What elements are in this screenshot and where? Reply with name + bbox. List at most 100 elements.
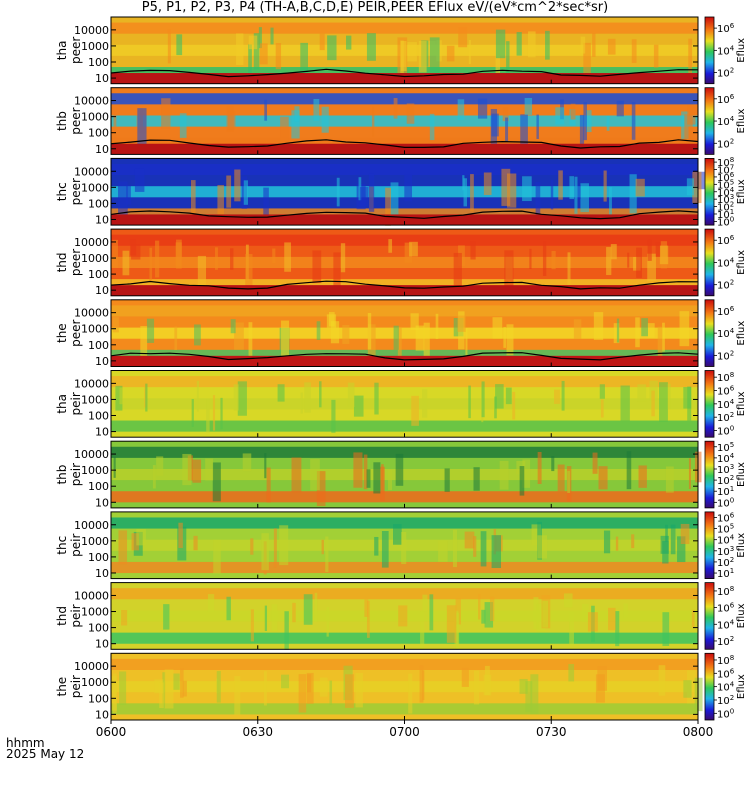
panel-the-peer-flux-streak xyxy=(435,313,439,339)
panel-thc-peer-flux-streak xyxy=(558,170,563,200)
panel-thc-peer-flux-streak xyxy=(635,178,645,197)
panel-tha-peir-flux-streak xyxy=(331,399,336,433)
panel-the-peer-cbtick-label: 106 xyxy=(717,305,735,318)
panel-thc-peir-flux-streak xyxy=(537,535,548,559)
panel-tha-peir-flux-streak xyxy=(481,381,485,418)
panel-thd-peir-cbtick-label: 104 xyxy=(717,618,735,631)
panel-thc-peir-ytick-label: 1000 xyxy=(81,535,109,548)
panel-thd-peer-flux-streak xyxy=(453,252,462,291)
panel-thc-peer-ytick-label: 1000 xyxy=(81,181,109,194)
panel-thc-peir-flux-streak xyxy=(531,524,542,546)
panel-thb-peer-energy-band xyxy=(111,93,698,105)
xaxis-tick-label: 0700 xyxy=(389,725,420,739)
panel-thb-peer-ytick-label: 10 xyxy=(95,143,109,156)
panel-thb-peir-cbtick-label: 104 xyxy=(717,452,735,465)
panel-tha-peir-ylabel-species: peir xyxy=(69,392,83,415)
panel-thd-peir-flux-streak xyxy=(303,594,313,625)
panel-thb-peer-flux-streak xyxy=(294,106,300,122)
panel-thb-peer-energy-band xyxy=(111,137,698,149)
panel-thb-peir-flux-streak xyxy=(192,459,202,483)
panel-thc-peer-flux-streak xyxy=(404,174,413,202)
panel-tha-peir-flux-streak xyxy=(637,384,647,402)
panel-thb-peer-flux-streak xyxy=(371,106,375,137)
panel-tha-peir-flux-streak xyxy=(422,389,428,418)
panel-thd-peir-flux-streak xyxy=(422,594,428,612)
panel-tha-peir-ylabel-probe: tha xyxy=(55,394,69,414)
panel-thd-peer-colorbar-label: Eflux xyxy=(736,250,747,275)
panel-thd-peer-flux-streak xyxy=(659,245,669,265)
panel-thd-peer-flux-streak xyxy=(606,247,612,276)
panel-tha-peir-flux-streak xyxy=(468,385,471,419)
panel-tha-peer-flux-streak xyxy=(275,43,282,70)
panel-thd-peer-ytick-label: 10000 xyxy=(74,236,109,249)
panel-thc-peer-flux-streak xyxy=(609,187,612,221)
panel-thb-peir-flux-streak xyxy=(113,456,116,478)
panel-thd-peer-flux-streak xyxy=(542,241,547,276)
panel-thb-peer-flux-streak xyxy=(406,103,415,124)
panel-thb-peer-flux-streak xyxy=(536,114,539,139)
panel-thd-peir-ylabel-probe: thd xyxy=(55,606,69,626)
panel-thd-peer-flux-streak xyxy=(197,255,207,287)
panel-tha-peer-cbtick-label: 104 xyxy=(717,44,735,57)
panel-tha-peer-flux-streak xyxy=(300,42,308,83)
panel-thd-peir-flux-streak xyxy=(615,611,620,647)
panel-thc-peer-flux-streak xyxy=(234,169,241,202)
panel-thc-peer-flux-streak xyxy=(535,181,541,218)
panel-the-peir-flux-streak xyxy=(461,667,469,687)
panel-tha-peer-flux-streak xyxy=(516,32,522,56)
panel-thc-peir-flux-streak xyxy=(401,531,407,565)
panel-thd-peer-flux-streak xyxy=(214,247,218,270)
panel-thc-peir-flux-streak xyxy=(631,534,635,549)
panel-tha-peer-flux-streak xyxy=(583,42,591,83)
panel-tha-peir-ytick-label: 10000 xyxy=(74,377,109,390)
panel-thd-peer-flux-streak xyxy=(333,252,341,289)
panel-the-peir-flux-streak xyxy=(694,677,703,712)
panel-thd-peer-flux-streak xyxy=(610,244,617,260)
panel-the-peer-flux-streak xyxy=(367,324,376,362)
panel-thc-peir-energy-band xyxy=(111,561,698,574)
panel-thb-peer-flux-streak xyxy=(579,114,585,149)
panel-tha-peir-flux-streak xyxy=(212,395,216,431)
panel-the-peer-energy-band xyxy=(111,305,698,317)
panel-thb-peer-flux-streak xyxy=(586,110,592,133)
panel-the-peer-flux-streak xyxy=(230,319,236,334)
panel-thc-peir-flux-streak xyxy=(193,535,198,551)
panel-thc-peer-cbtick-label: 103 xyxy=(717,193,734,206)
panel-thb-peir-flux-streak xyxy=(366,469,371,488)
panel-thd-peir-energy-band xyxy=(111,632,698,644)
panel-thb-peer-flux-streak xyxy=(113,113,117,143)
panel-tha-peer-flux-streak xyxy=(429,37,440,73)
panel-thc-peir-flux-streak xyxy=(680,523,690,545)
panel-tha-peer-flux-streak xyxy=(167,29,171,64)
panel-tha-peer-flux-streak xyxy=(258,27,262,49)
panel-the-peir-flux-streak xyxy=(281,674,290,689)
panel-the-peer-low-energy-band xyxy=(111,355,698,367)
panel-thb-peir-flux-streak xyxy=(291,457,302,493)
panel-thd-peer-flux-streak xyxy=(122,250,130,276)
panel-the-peir-flux-streak xyxy=(473,670,480,705)
panel-thb-peir-flux-streak xyxy=(395,453,404,486)
panel-the-peir-flux-streak xyxy=(182,680,187,697)
panel-tha-peer-scpot-line xyxy=(110,68,699,78)
panel-thb-peir-cbtick-label: 103 xyxy=(717,463,734,476)
panel-thb-peir-flux-streak xyxy=(551,456,555,472)
panel-thb-peer-flux-streak xyxy=(524,97,533,115)
panel-tha-peer-colorbar-label: Eflux xyxy=(736,38,747,63)
panel-thd-peer-energy-band xyxy=(111,256,698,269)
panel-thc-peer-cbtick-label: 104 xyxy=(717,186,735,199)
panel-the-peer-flux-streak xyxy=(657,326,663,358)
panel-thc-peer-flux-streak xyxy=(574,176,578,214)
panel-thd-peir-cbtick-label: 106 xyxy=(717,602,735,615)
panel-tha-peer-flux-streak xyxy=(495,29,506,59)
panel-thc-peir-flux-streak xyxy=(393,524,402,545)
chart-title: P5, P1, P2, P3, P4 (TH-A,B,C,D,E) PEIR,P… xyxy=(141,0,609,15)
panel-the-peer-scpot-line xyxy=(110,352,699,361)
panel-the-peir-flux-streak xyxy=(298,674,307,713)
panel-tha-peir-flux-streak xyxy=(206,398,210,433)
panel-the-peir-flux-streak xyxy=(159,682,164,709)
panel-the-peer-energy-band xyxy=(111,349,698,361)
panel-tha-peir-flux-streak xyxy=(119,387,123,405)
panel-tha-peer-flux-streak xyxy=(458,27,468,48)
panel-thd-peir-flux-streak xyxy=(364,599,369,617)
panel-thc-peer-cbtick-label: 102 xyxy=(717,201,734,214)
